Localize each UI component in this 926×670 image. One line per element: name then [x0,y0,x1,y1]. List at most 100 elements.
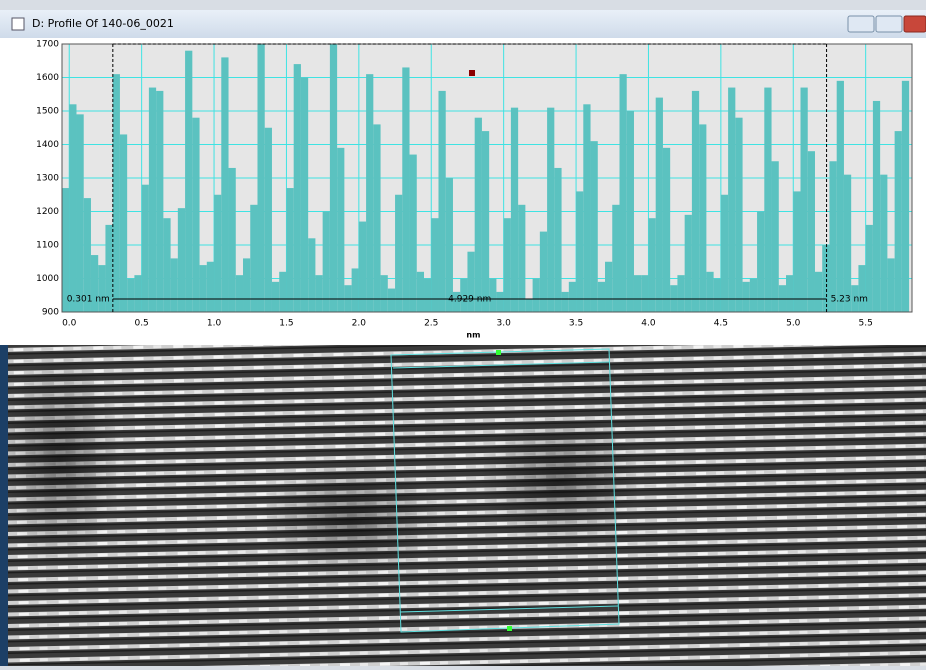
bar [445,178,453,312]
bar [880,174,888,312]
selection-box [390,348,620,633]
bar [206,261,215,312]
bar [539,231,548,312]
bar [177,208,186,312]
bar [235,275,244,312]
bar [786,275,794,312]
bar [141,184,149,312]
selection-edge [399,605,619,613]
bar [554,167,562,312]
x-tick-label: 3.5 [569,319,583,329]
y-tick-label: 900 [42,308,59,318]
bar [532,278,540,312]
bar [119,134,128,312]
bar [214,194,222,312]
x-axis-label: nm [466,331,480,340]
bar [83,198,91,312]
micrograph-image [8,345,926,666]
bar [308,238,316,312]
bar [503,218,511,312]
x-tick-label: 4.0 [641,319,656,329]
bar [836,80,844,312]
bar [431,218,439,312]
bar [358,221,367,312]
bar [662,147,671,312]
bar [496,291,504,312]
bar [684,214,692,312]
x-tick-label: 2.5 [424,319,438,329]
bar [641,275,649,312]
close-button[interactable] [903,15,926,33]
bar [264,127,272,312]
bar [749,278,758,312]
maximize-button[interactable] [875,15,903,33]
bar [474,117,482,312]
bar [843,174,852,312]
bar [387,288,396,312]
bar [764,87,772,312]
bar [300,77,309,312]
bar [127,278,135,312]
bar [148,87,157,312]
y-tick-label: 1700 [36,40,59,50]
selection-edge [392,361,610,369]
bar [547,107,555,313]
bar [706,271,714,312]
y-tick-label: 1100 [36,241,59,251]
bar [619,74,627,313]
dark-region [260,460,440,580]
x-tick-label: 0.5 [134,319,148,329]
handle[interactable] [507,626,512,631]
y-tick-label: 1000 [36,274,59,284]
bar [98,265,106,312]
y-tick-label: 1200 [36,207,59,217]
bar [894,131,902,312]
dark-region [0,350,120,570]
bar [322,211,330,312]
bar [250,204,258,312]
dark-region [480,410,640,550]
bar [76,114,84,312]
bar [757,211,765,312]
bar [720,194,729,312]
bar [735,117,743,312]
bar [329,44,338,312]
bar [366,74,374,313]
bar [677,275,685,312]
bar [395,194,403,312]
bar [481,131,490,312]
window-icon [11,17,25,31]
bar [105,224,113,312]
bar [271,281,280,312]
bar [112,74,120,313]
bar [872,100,881,312]
bar [489,278,497,312]
x-tick-label: 3.0 [496,319,511,329]
bar [800,87,808,312]
bar [452,291,461,312]
window-title: D: Profile Of 140-06_0021 [32,17,174,30]
bar [257,44,265,312]
micrograph [0,345,926,666]
bar [525,298,533,312]
bar [192,117,200,312]
bar [814,271,823,312]
bar [699,124,707,313]
handle[interactable] [496,350,501,355]
bar [633,275,642,312]
bar [279,271,287,312]
bar [887,258,895,312]
x-tick-label: 0.0 [62,319,77,329]
chart: 900 1000 1100 1200 1300 1400 1500 1600 1700 0.0 0.… [36,40,913,340]
bar [416,271,425,312]
bar [518,204,526,312]
bar [69,104,77,312]
bar [170,258,178,312]
bar [822,245,830,312]
desktop-edge [0,345,8,666]
minimize-button[interactable] [847,15,875,33]
title-bar [0,10,926,38]
bar [742,281,750,312]
